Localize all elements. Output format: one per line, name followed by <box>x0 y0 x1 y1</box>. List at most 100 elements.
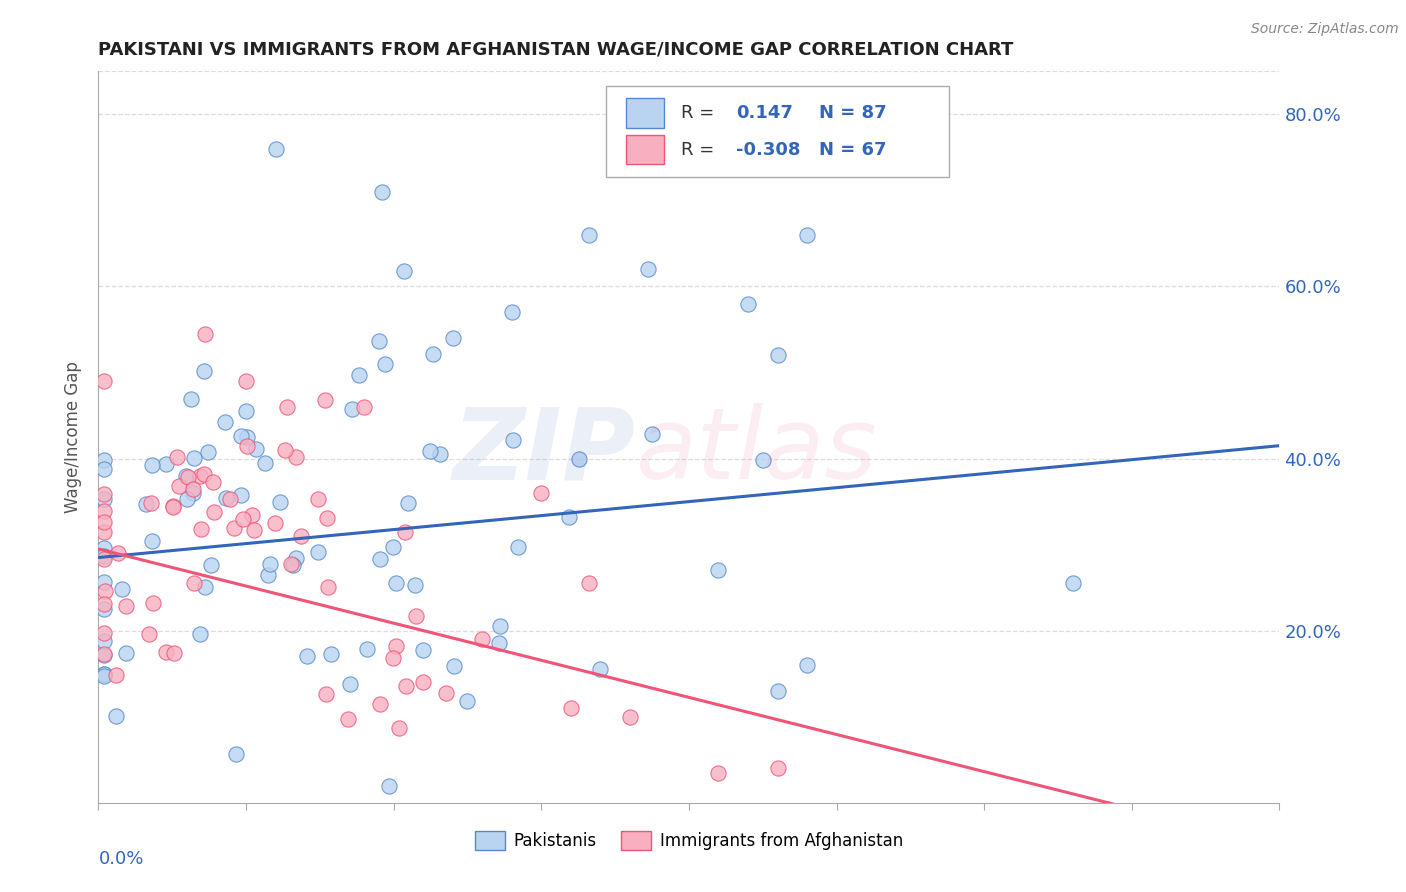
Point <box>589 662 612 676</box>
Point <box>796 658 818 673</box>
Point <box>93 667 115 681</box>
Point <box>257 568 280 582</box>
Point <box>93 549 115 563</box>
Point <box>489 619 512 633</box>
Point <box>456 694 478 708</box>
Point <box>202 505 225 519</box>
Point <box>378 779 401 793</box>
Point <box>225 747 247 762</box>
FancyBboxPatch shape <box>626 135 664 164</box>
Point <box>388 721 411 735</box>
Point <box>578 227 600 242</box>
Point <box>176 468 198 483</box>
Point <box>93 374 115 388</box>
Point <box>568 452 591 467</box>
Point <box>530 486 553 500</box>
Point <box>412 643 434 657</box>
Point <box>314 392 336 407</box>
Point <box>368 552 391 566</box>
Point <box>93 647 115 661</box>
Point <box>167 479 190 493</box>
Point <box>1062 576 1084 591</box>
Point <box>340 402 363 417</box>
Point <box>111 582 134 597</box>
Point <box>404 578 426 592</box>
Point <box>138 627 160 641</box>
Point <box>135 497 157 511</box>
Point <box>392 264 415 278</box>
Point <box>166 450 188 465</box>
Point <box>385 576 408 591</box>
Point <box>141 533 163 548</box>
Point <box>752 453 775 467</box>
Point <box>488 636 510 650</box>
Text: ZIP: ZIP <box>453 403 636 500</box>
Point <box>707 765 730 780</box>
Point <box>443 658 465 673</box>
Text: 0.147: 0.147 <box>737 104 793 122</box>
Point <box>141 458 163 472</box>
Text: R =: R = <box>681 141 720 159</box>
Point <box>93 597 115 611</box>
Point <box>235 404 257 418</box>
Point <box>276 400 298 414</box>
Point <box>557 509 579 524</box>
Point <box>245 442 267 456</box>
Point <box>93 462 115 476</box>
Point <box>315 687 337 701</box>
Point <box>370 697 392 711</box>
Legend: Pakistanis, Immigrants from Afghanistan: Pakistanis, Immigrants from Afghanistan <box>468 824 910 856</box>
Text: Source: ZipAtlas.com: Source: ZipAtlas.com <box>1251 22 1399 37</box>
Text: N = 87: N = 87 <box>818 104 886 122</box>
Point <box>197 445 219 459</box>
Point <box>501 305 523 319</box>
Point <box>224 521 246 535</box>
Point <box>434 686 457 700</box>
Point <box>188 468 211 483</box>
Point <box>93 486 115 500</box>
Point <box>214 491 236 505</box>
Point <box>193 364 215 378</box>
Point <box>766 684 789 698</box>
Point <box>193 467 215 482</box>
Point <box>259 557 281 571</box>
FancyBboxPatch shape <box>626 98 664 128</box>
Point <box>578 576 600 591</box>
Point <box>93 524 115 539</box>
Point <box>183 576 205 591</box>
Point <box>235 374 257 388</box>
Point <box>93 453 115 467</box>
Point <box>280 557 302 571</box>
Point <box>637 262 659 277</box>
Point <box>163 646 186 660</box>
Point <box>236 439 259 453</box>
Point <box>201 475 224 490</box>
Point <box>766 761 789 775</box>
Point <box>176 491 198 506</box>
Point <box>200 558 222 572</box>
Point <box>619 710 641 724</box>
Point <box>316 580 339 594</box>
Point <box>104 709 127 723</box>
Point <box>394 524 416 539</box>
Point <box>398 496 420 510</box>
Point <box>231 429 253 443</box>
Point <box>93 541 115 556</box>
Text: R =: R = <box>681 104 720 122</box>
Point <box>253 456 276 470</box>
FancyBboxPatch shape <box>606 86 949 178</box>
Point <box>183 451 205 466</box>
Point <box>155 457 177 471</box>
Point <box>229 488 252 502</box>
Point <box>180 392 202 406</box>
Point <box>316 511 339 525</box>
Point <box>93 626 115 640</box>
Point <box>181 482 204 496</box>
Text: atlas: atlas <box>636 403 877 500</box>
Point <box>339 677 361 691</box>
Point <box>502 434 524 448</box>
Point <box>232 512 254 526</box>
Point <box>307 491 329 506</box>
Point <box>385 639 408 653</box>
Point <box>94 583 117 598</box>
